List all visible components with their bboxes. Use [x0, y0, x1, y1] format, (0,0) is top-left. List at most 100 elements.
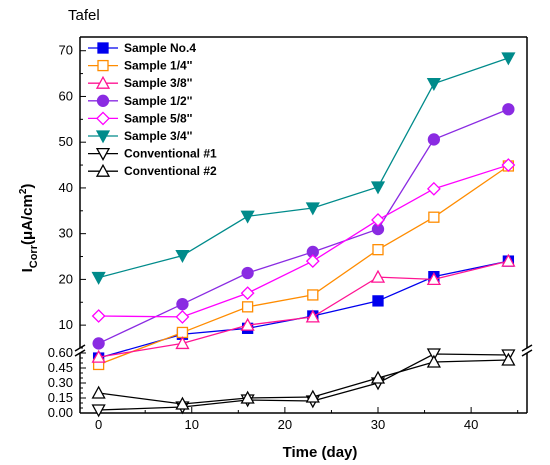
y-upper-tick-label: 20	[59, 271, 73, 286]
axis-break-right-b	[521, 349, 533, 357]
data-point	[370, 269, 386, 283]
series-layer	[91, 52, 516, 418]
x-tick-label: 0	[95, 417, 102, 432]
y-lower-tick-label: 0.30	[48, 375, 73, 390]
y-lower-tick-label: 0.60	[48, 345, 73, 360]
legend-label: Sample 1/4''	[124, 59, 193, 73]
data-point	[501, 52, 516, 66]
legend-marker	[96, 111, 110, 126]
axis-break-right-a	[521, 344, 533, 352]
data-point	[370, 370, 386, 384]
data-point	[240, 390, 255, 404]
legend-label: Sample 3/8''	[124, 76, 193, 90]
data-point	[428, 211, 440, 223]
x-tick-label: 20	[278, 417, 292, 432]
data-point	[241, 266, 254, 280]
data-point	[305, 309, 320, 323]
legend-entry: Sample 3/8''	[88, 75, 193, 90]
legend-marker	[95, 130, 111, 144]
data-point	[240, 210, 255, 224]
legend-label: Sample 5/8''	[124, 111, 193, 125]
legend-entry: Sample 1/2''	[88, 94, 193, 108]
data-point	[175, 309, 190, 324]
legend-entry: Sample 3/4''	[88, 129, 193, 144]
y-axis-title-text: ICorr(μA/cm2)	[18, 184, 40, 273]
plot-frame	[74, 36, 533, 414]
y-lower-tick-label: 0.45	[48, 360, 73, 375]
data-point	[241, 301, 254, 313]
series-line	[98, 108, 509, 345]
legend-marker	[95, 75, 111, 89]
y-upper-tick-label: 70	[59, 43, 73, 58]
data-point	[91, 271, 106, 285]
legend-label: Sample 3/4''	[124, 129, 193, 143]
legend-entry: Sample No.4	[88, 41, 196, 55]
data-point	[501, 253, 516, 267]
data-point	[426, 354, 441, 368]
data-point	[372, 295, 384, 307]
legend: Sample No.4 Sample 1/4'' Sample 3/8'' Sampl…	[88, 41, 217, 178]
data-point	[305, 389, 320, 403]
series-4	[92, 103, 515, 350]
legend-label: Conventional #1	[124, 147, 217, 161]
y-upper-tick-label: 60	[59, 88, 73, 103]
series-6	[91, 52, 516, 285]
series-8	[91, 352, 516, 410]
y-axis-upper-ticks: 10 20 30 40 50 60 70	[59, 43, 86, 349]
panel-title: Tafel	[68, 7, 100, 24]
data-point	[175, 396, 190, 410]
data-point	[501, 158, 516, 172]
data-point	[426, 78, 441, 92]
data-point	[371, 213, 385, 227]
data-point	[370, 181, 386, 195]
legend-marker	[97, 42, 109, 54]
legend-entry: Sample 1/4''	[88, 59, 193, 73]
series-5	[91, 158, 516, 324]
data-point	[426, 348, 441, 362]
series-line	[98, 164, 509, 318]
legend-marker	[97, 59, 109, 72]
series-line	[98, 260, 509, 358]
series-3	[91, 253, 516, 363]
x-axis-ticks: 0 10 20 30 40	[95, 407, 519, 432]
x-tick-label: 10	[185, 417, 199, 432]
data-point	[176, 326, 189, 339]
data-point	[240, 286, 255, 301]
legend-label: Sample 1/2''	[124, 94, 193, 108]
data-point	[175, 249, 190, 263]
x-axis-title: Time (day)	[283, 444, 358, 461]
data-point	[91, 349, 106, 363]
series-line	[98, 359, 509, 405]
data-point	[305, 254, 320, 269]
legend-label: Sample No.4	[124, 41, 196, 55]
y-upper-tick-label: 30	[59, 226, 73, 241]
y-lower-tick-label: 0.00	[48, 405, 73, 420]
data-point	[92, 337, 105, 350]
y-axis-lower-ticks: 0.000.150.300.450.60	[48, 345, 86, 420]
legend-label: Conventional #2	[124, 164, 217, 178]
legend-marker	[96, 94, 110, 107]
y-upper-tick-label: 40	[59, 180, 73, 195]
data-point	[91, 385, 106, 399]
data-point	[426, 272, 441, 286]
legend-marker	[95, 147, 111, 161]
y-upper-tick-label: 50	[59, 134, 73, 149]
data-point	[372, 244, 384, 256]
y-lower-tick-label: 0.15	[48, 390, 73, 405]
series-7	[91, 348, 516, 418]
x-tick-label: 30	[371, 417, 385, 432]
data-point	[240, 317, 255, 331]
legend-entry: Conventional #2	[88, 163, 217, 178]
data-point	[176, 297, 189, 311]
data-point	[427, 133, 441, 146]
data-point	[175, 336, 190, 350]
y-upper-tick-label: 10	[59, 317, 73, 332]
legend-entry: Sample 5/8''	[88, 111, 193, 125]
y-axis-title: ICorr(μA/cm2)	[18, 184, 40, 273]
legend-marker	[95, 163, 111, 177]
x-tick-label: 40	[464, 417, 478, 432]
data-point	[305, 202, 320, 216]
data-point	[426, 181, 441, 196]
data-point	[91, 404, 106, 418]
